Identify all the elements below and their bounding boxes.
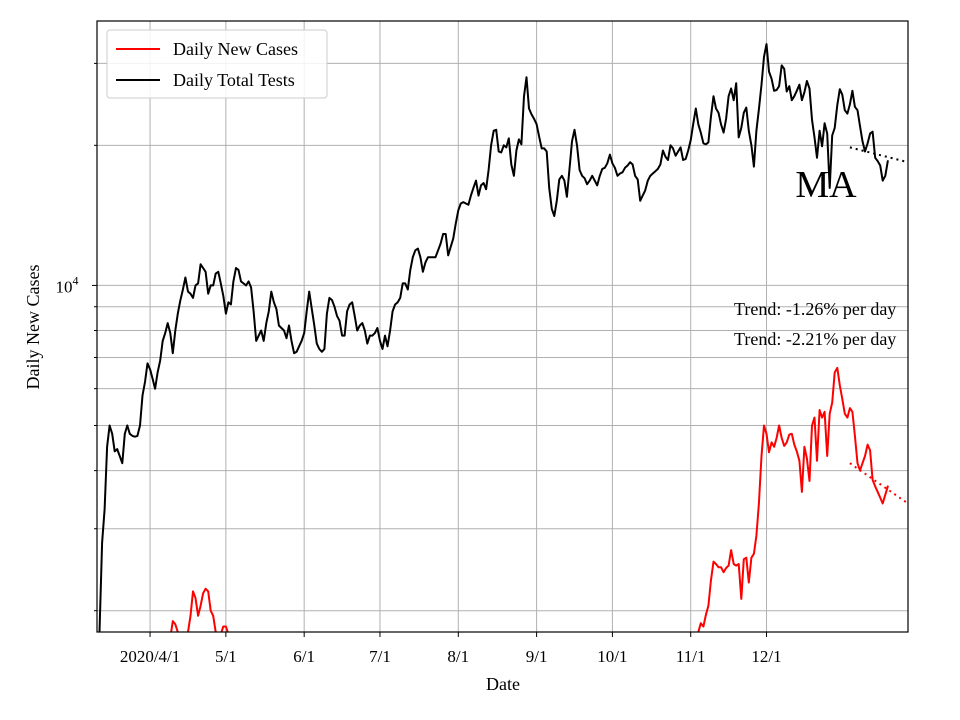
x-tick-label: 5/1 (215, 647, 237, 666)
series-line-daily-new-cases (187, 587, 217, 632)
series-line-daily-total-tests (98, 43, 889, 632)
axis-ticks: 2020/4/1 5/1 6/1 7/1 8/1 9/1 10/1 11/1 12/1 104 (56, 62, 782, 666)
state-label: MA (795, 164, 857, 206)
x-tick-label: 7/1 (369, 647, 391, 666)
x-tick-label: 9/1 (526, 647, 548, 666)
x-tick-label: 2020/4/1 (120, 647, 180, 666)
x-axis-label: Date (486, 674, 520, 694)
series-line-daily-new-cases (697, 366, 889, 632)
x-tick-label: 6/1 (293, 647, 315, 666)
x-tick-label: 8/1 (447, 647, 469, 666)
trend-line-daily-total-tests (849, 146, 908, 164)
trend-cases-annotation: Trend: -2.21% per day (734, 329, 896, 349)
y-axis-label: Daily New Cases (23, 265, 43, 390)
y-tick-label: 104 (56, 273, 79, 296)
series-layer (98, 43, 908, 632)
legend-label-tests: Daily Total Tests (173, 70, 295, 90)
grid-lines (97, 21, 908, 632)
series-line-daily-new-cases (220, 625, 229, 632)
series-line-daily-new-cases (170, 620, 179, 632)
plot-frame (96, 20, 909, 633)
trend-tests-annotation: Trend: -1.26% per day (734, 299, 896, 319)
x-tick-label: 12/1 (751, 647, 781, 666)
x-tick-label: 10/1 (597, 647, 627, 666)
x-tick-label: 11/1 (676, 647, 706, 666)
legend-box (106, 29, 328, 99)
legend-label-cases: Daily New Cases (173, 39, 298, 59)
legend: Daily New Cases Daily Total Tests (106, 29, 328, 99)
